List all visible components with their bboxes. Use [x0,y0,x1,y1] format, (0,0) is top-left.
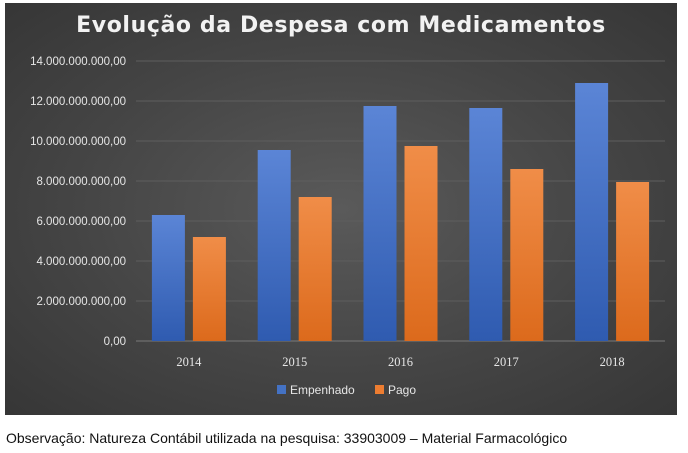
bar-pago-2018 [616,182,650,341]
x-tick-label: 2016 [388,355,413,369]
bar-pago-2015 [298,197,332,341]
footnote: Observação: Natureza Contábil utilizada … [6,430,568,446]
bar-empenhado-2014 [151,215,185,341]
legend-swatch-empenhado [277,385,286,394]
x-tick-label: 2015 [282,355,307,369]
chart-container: Evolução da Despesa com Medicamentos 0,0… [5,3,677,415]
legend: Empenhado Pago [277,383,416,397]
y-tick-label: 12.000.000.000,00 [30,96,126,108]
bar-pago-2014 [192,237,226,341]
x-tick-label: 2018 [600,355,625,369]
bar-empenhado-2018 [575,83,609,341]
y-axis-ticks: 0,00 2.000.000.000,00 4.000.000.000,00 6.00… [30,56,126,348]
y-tick-label: 4.000.000.000,00 [36,256,126,268]
bar-pago-2017 [510,169,544,341]
bar-empenhado-2016 [363,106,397,341]
y-tick-label: 6.000.000.000,00 [36,216,126,228]
bar-empenhado-2017 [469,108,503,341]
legend-label-pago: Pago [388,383,416,397]
y-tick-label: 14.000.000.000,00 [30,56,126,68]
x-tick-label: 2014 [176,355,202,369]
legend-swatch-pago [375,385,384,394]
bars [151,83,650,341]
y-tick-label: 8.000.000.000,00 [36,176,126,188]
bar-chart: Evolução da Despesa com Medicamentos 0,0… [30,13,665,397]
bar-empenhado-2015 [257,150,291,341]
y-tick-label: 10.000.000.000,00 [30,136,126,148]
x-axis-ticks: 2014 2015 2016 2017 2018 [176,355,624,369]
legend-label-empenhado: Empenhado [290,383,355,397]
x-tick-label: 2017 [494,355,519,369]
bar-pago-2016 [404,146,438,341]
y-tick-label: 0,00 [104,336,126,348]
chart-title: Evolução da Despesa com Medicamentos [76,13,606,38]
y-tick-label: 2.000.000.000,00 [36,296,126,308]
